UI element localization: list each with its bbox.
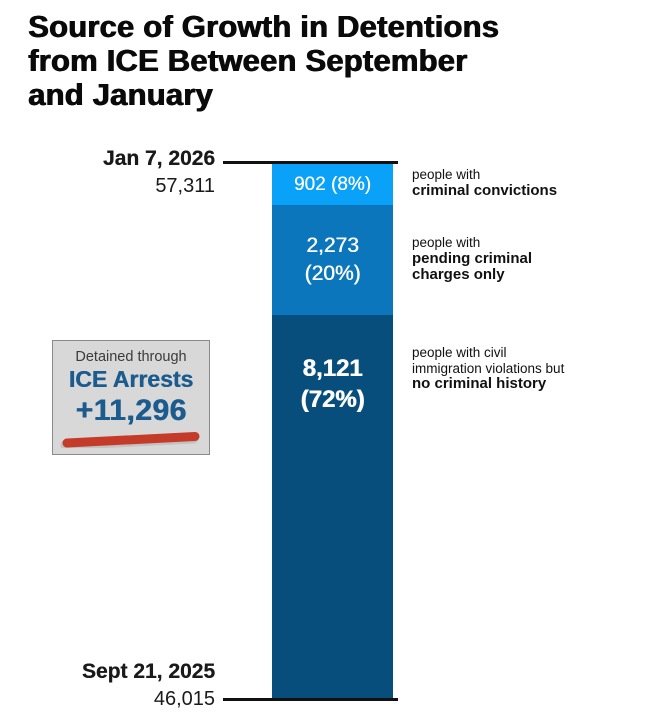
chart-title-line-3: and January xyxy=(28,77,213,112)
annotation-1-line-1: people with xyxy=(412,167,481,182)
chart-title: Source of Growth in Detentions from ICE … xyxy=(28,10,608,112)
axis-top-date: Jan 7, 2026 xyxy=(102,147,215,170)
annotation-no-criminal-history: people with civil immigration violations… xyxy=(412,345,632,393)
stacked-bar: 902 (8%) 2,273 (20%) 8,121 (72%) xyxy=(272,164,393,698)
ice-arrests-callout-box: Detained through ICE Arrests +11,296 xyxy=(52,340,210,455)
segment-3-value: 8,121 xyxy=(302,355,363,382)
annotation-pending-charges: people with pending criminal charges onl… xyxy=(412,235,632,284)
annotation-3-line-1: people with civil xyxy=(412,345,507,360)
red-marker-underline xyxy=(60,432,200,448)
bar-segment-no-criminal-history: 8,121 (72%) xyxy=(272,315,393,698)
bar-segment-pending-charges: 2,273 (20%) xyxy=(272,205,393,315)
segment-2-value: 2,273 xyxy=(306,234,359,257)
annotation-1-line-2: criminal convictions xyxy=(412,181,558,199)
annotation-2-line-3: charges only xyxy=(412,266,505,283)
segment-3-percent: (72%) xyxy=(300,386,365,413)
axis-label-top: Jan 7, 2026 57,311 xyxy=(60,147,215,198)
axis-top-value: 57,311 xyxy=(155,175,215,197)
annotation-2-line-1: people with xyxy=(412,235,481,250)
chart-title-line-2: from ICE Between September xyxy=(28,43,468,78)
annotation-criminal-convictions: people with criminal convictions xyxy=(412,167,632,199)
axis-label-bottom: Sept 21, 2025 46,015 xyxy=(60,660,215,711)
axis-bottom-date: Sept 21, 2025 xyxy=(81,660,215,683)
axis-bottom-value: 46,015 xyxy=(153,688,215,710)
annotation-3-line-3: no criminal history xyxy=(412,375,547,392)
segment-1-value-label: 902 (8%) xyxy=(293,173,372,195)
callout-growth-value: +11,296 xyxy=(75,394,187,427)
callout-eyebrow: Detained through xyxy=(75,349,187,365)
annotation-2-line-2: pending criminal xyxy=(412,249,533,267)
callout-title: ICE Arrests xyxy=(68,366,194,392)
top-rule-line xyxy=(223,161,398,164)
segment-2-percent: (20%) xyxy=(304,262,361,285)
bottom-rule-line xyxy=(223,698,398,701)
annotation-3-line-2: immigration violations but xyxy=(412,360,565,376)
bar-segment-criminal-convictions: 902 (8%) xyxy=(272,164,393,205)
chart-title-line-1: Source of Growth in Detentions xyxy=(28,9,500,44)
